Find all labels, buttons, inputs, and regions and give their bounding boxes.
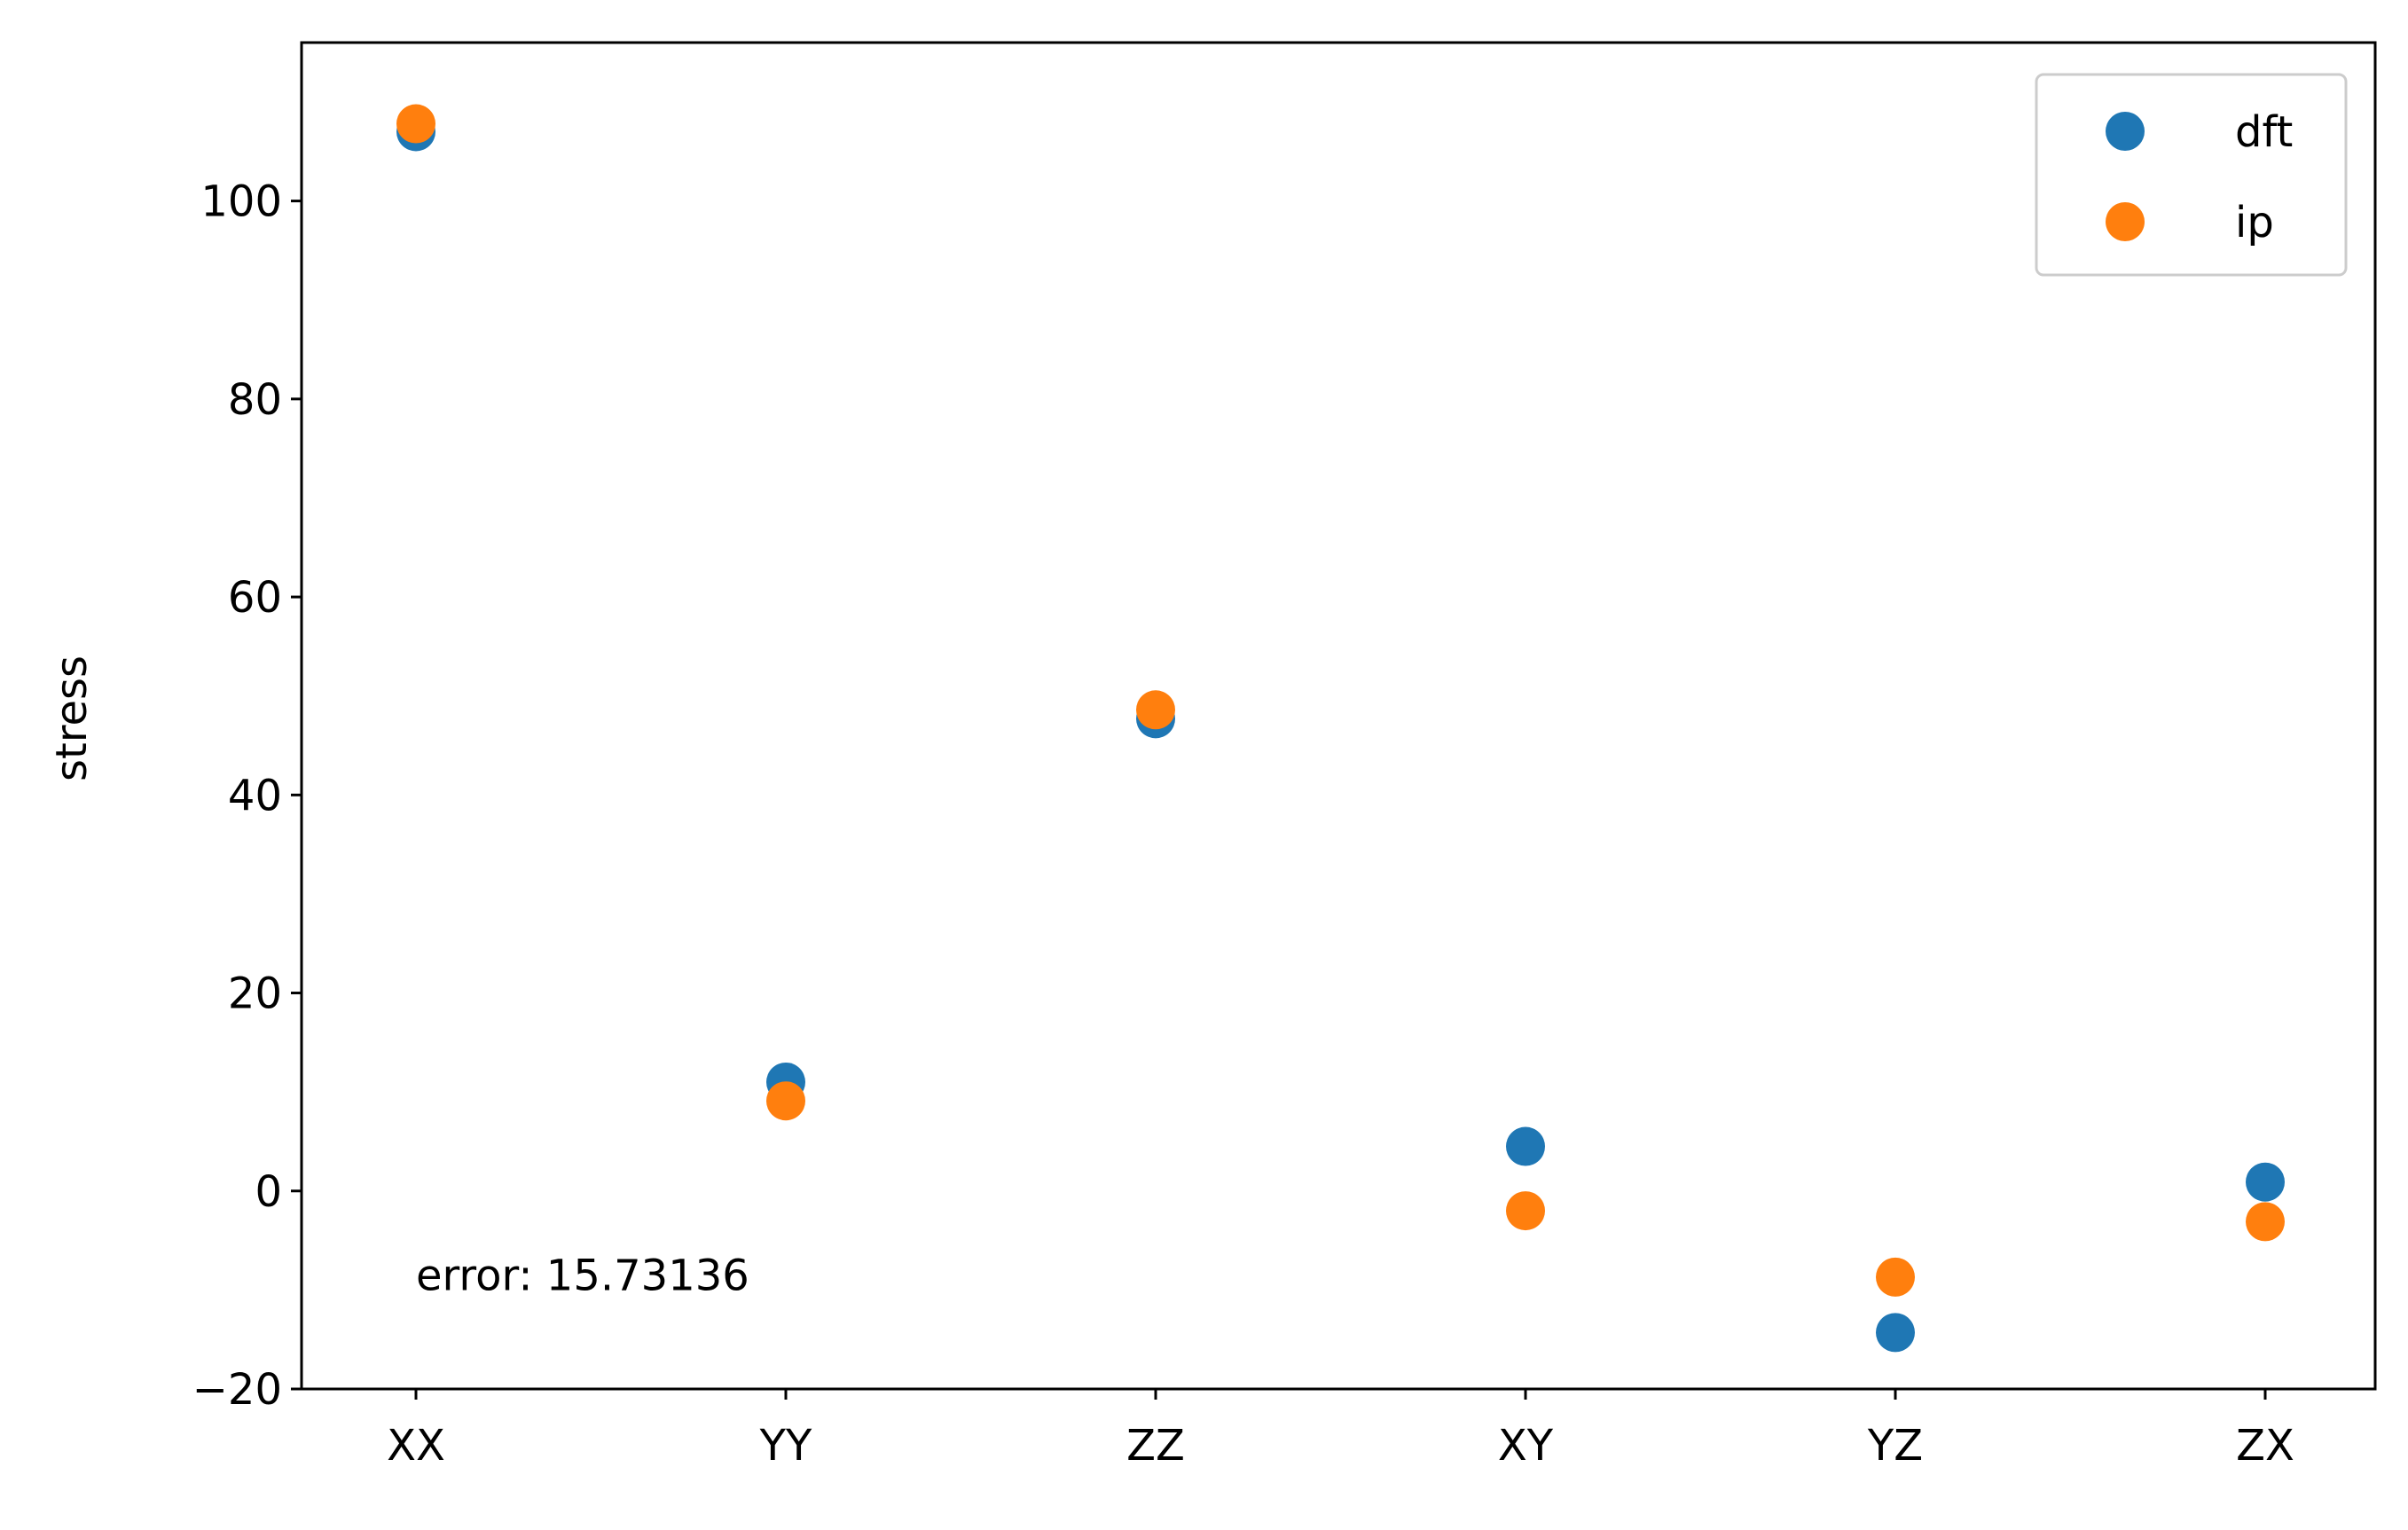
scatter-points	[396, 104, 2285, 1353]
y-axis-label: stress	[47, 655, 97, 781]
error-annotation: error: 15.73136	[416, 1251, 749, 1301]
x-axis: XX YY ZZ XY YZ ZX	[387, 1389, 2294, 1471]
x-tick-label: XX	[387, 1421, 445, 1471]
point-dft-zx	[2246, 1162, 2285, 1202]
legend-label-dft: dft	[2235, 107, 2293, 157]
legend-marker-ip	[2106, 202, 2145, 241]
point-ip-zx	[2246, 1202, 2285, 1242]
point-dft-xy	[1506, 1126, 1545, 1166]
x-tick-label: YZ	[1867, 1421, 1923, 1471]
x-tick-label: ZX	[2236, 1421, 2294, 1471]
legend-box	[2035, 73, 2348, 277]
y-tick-label: 80	[228, 375, 282, 425]
y-tick-label: 40	[228, 771, 282, 820]
y-tick-label: −20	[192, 1365, 282, 1415]
point-dft-yz	[1876, 1313, 1915, 1353]
point-ip-xx	[396, 104, 435, 144]
point-ip-xy	[1506, 1191, 1545, 1231]
point-ip-zz	[1136, 690, 1175, 730]
legend-marker-dft	[2106, 112, 2145, 151]
plot-frame	[300, 41, 2377, 1391]
y-tick-label: 0	[255, 1167, 282, 1217]
point-ip-yy	[766, 1081, 805, 1121]
x-tick-label: YY	[759, 1421, 812, 1471]
x-tick-label: XY	[1498, 1421, 1554, 1471]
y-tick-label: 20	[228, 969, 282, 1019]
y-tick-label: 100	[200, 177, 282, 227]
legend-label-ip: ip	[2235, 198, 2274, 247]
point-ip-yz	[1876, 1257, 1915, 1297]
y-tick-label: 60	[228, 573, 282, 623]
x-tick-label: ZZ	[1126, 1421, 1185, 1471]
legend: dft ip	[2035, 73, 2348, 277]
y-axis: −20 0 20 40 60 80 100	[192, 177, 302, 1415]
